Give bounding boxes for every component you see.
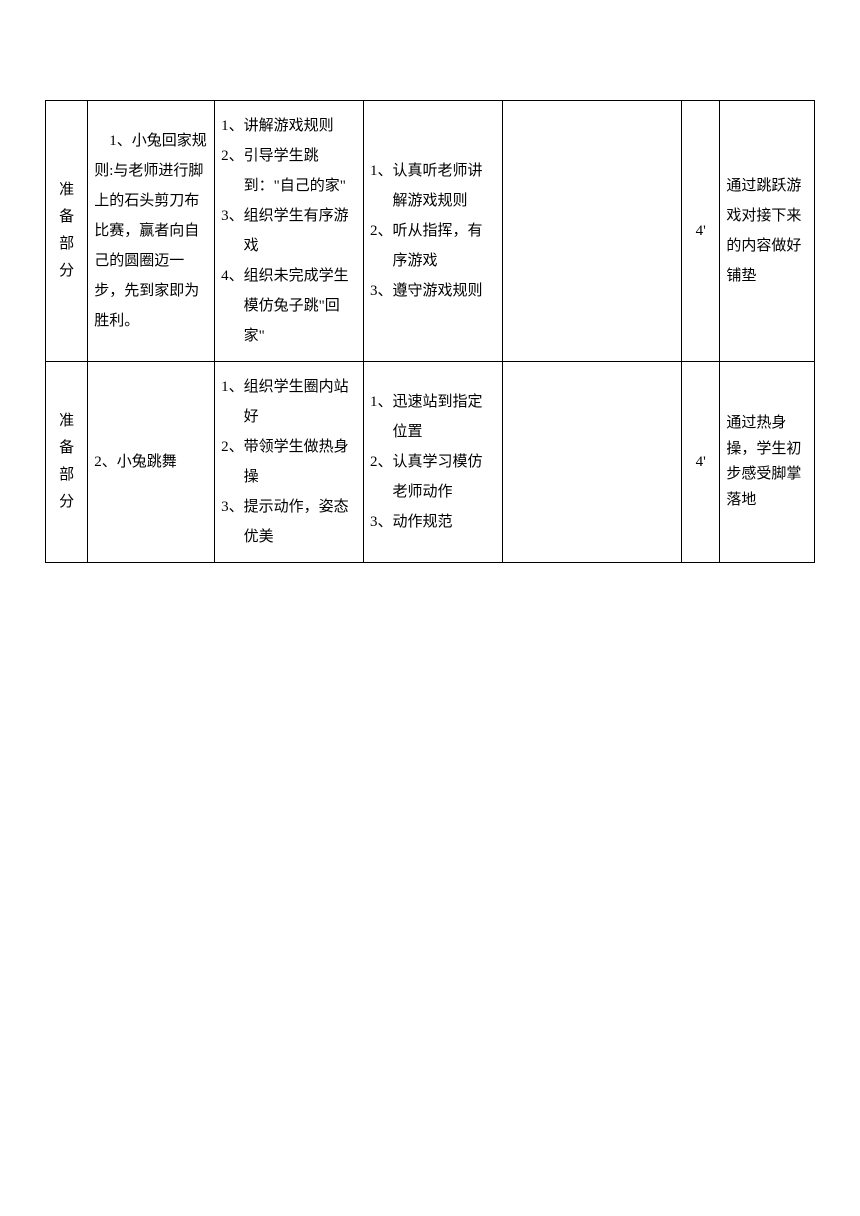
list-text: 认真听老师讲解游戏规则	[393, 156, 496, 216]
list-num: 1、	[370, 156, 393, 186]
list-item: 1、 讲解游戏规则	[221, 111, 357, 141]
list-text: 讲解游戏规则	[244, 111, 357, 141]
list-item: 4、 组织未完成学生模仿兔子跳"回家"	[221, 261, 357, 351]
list-item: 1、 迅速站到指定位置	[370, 387, 496, 447]
section-label: 准备部分	[52, 177, 81, 285]
list-item: 2、 带领学生做热身操	[221, 432, 357, 492]
list-text: 听从指挥，有序游戏	[393, 216, 496, 276]
list-num: 3、	[370, 276, 393, 306]
blank-cell	[502, 101, 681, 362]
blank-cell	[502, 362, 681, 563]
list-item: 3、 组织学生有序游戏	[221, 201, 357, 261]
list-num: 3、	[221, 492, 244, 522]
list-text: 组织学生圈内站好	[244, 372, 357, 432]
note-cell: 通过跳跃游戏对接下来的内容做好铺垫	[720, 101, 815, 362]
list-num: 3、	[370, 507, 393, 537]
note-text: 通过跳跃游戏对接下来的内容做好铺垫	[726, 171, 808, 291]
list-num: 2、	[221, 141, 244, 171]
list-num: 4、	[221, 261, 244, 291]
teacher-cell: 1、 组织学生圈内站好 2、 带领学生做热身操 3、 提示动作，姿态优美	[215, 362, 364, 563]
time-cell: 4'	[682, 101, 720, 362]
content-text: 2、小兔跳舞	[94, 447, 208, 477]
table-row: 准备部分 1、小兔回家规则:与老师进行脚上的石头剪刀布比赛，赢者向自己的圆圈迈一…	[46, 101, 815, 362]
list-text: 组织未完成学生模仿兔子跳"回家"	[244, 261, 357, 351]
note-text: 通过热身操，学生初步感受脚掌落地	[726, 411, 808, 513]
list-item: 1、 认真听老师讲解游戏规则	[370, 156, 496, 216]
list-item: 2、 引导学生跳到："自己的家"	[221, 141, 357, 201]
list-text: 遵守游戏规则	[393, 276, 496, 306]
content-cell: 2、小兔跳舞	[88, 362, 215, 563]
list-num: 2、	[221, 432, 244, 462]
list-item: 2、 听从指挥，有序游戏	[370, 216, 496, 276]
list-text: 提示动作，姿态优美	[244, 492, 357, 552]
section-cell: 准备部分	[46, 362, 88, 563]
list-text: 组织学生有序游戏	[244, 201, 357, 261]
list-text: 带领学生做热身操	[244, 432, 357, 492]
list-num: 3、	[221, 201, 244, 231]
note-cell: 通过热身操，学生初步感受脚掌落地	[720, 362, 815, 563]
table-row: 准备部分 2、小兔跳舞 1、 组织学生圈内站好 2、 带领学生做热身操 3、 提…	[46, 362, 815, 563]
lesson-plan-table: 准备部分 1、小兔回家规则:与老师进行脚上的石头剪刀布比赛，赢者向自己的圆圈迈一…	[45, 100, 815, 563]
teacher-cell: 1、 讲解游戏规则 2、 引导学生跳到："自己的家" 3、 组织学生有序游戏 4…	[215, 101, 364, 362]
list-num: 1、	[221, 372, 244, 402]
section-cell: 准备部分	[46, 101, 88, 362]
list-item: 2、 认真学习模仿老师动作	[370, 447, 496, 507]
student-cell: 1、 迅速站到指定位置 2、 认真学习模仿老师动作 3、 动作规范	[364, 362, 503, 563]
list-text: 引导学生跳到："自己的家"	[244, 141, 357, 201]
content-text: 1、小兔回家规则:与老师进行脚上的石头剪刀布比赛，赢者向自己的圆圈迈一步，先到家…	[94, 126, 208, 336]
list-num: 1、	[221, 111, 244, 141]
section-label: 准备部分	[52, 408, 81, 516]
list-text: 动作规范	[393, 507, 496, 537]
student-cell: 1、 认真听老师讲解游戏规则 2、 听从指挥，有序游戏 3、 遵守游戏规则	[364, 101, 503, 362]
list-num: 2、	[370, 216, 393, 246]
list-item: 3、 提示动作，姿态优美	[221, 492, 357, 552]
list-item: 3、 动作规范	[370, 507, 496, 537]
list-item: 3、 遵守游戏规则	[370, 276, 496, 306]
time-cell: 4'	[682, 362, 720, 563]
time-text: 4'	[688, 447, 713, 477]
list-text: 认真学习模仿老师动作	[393, 447, 496, 507]
content-cell: 1、小兔回家规则:与老师进行脚上的石头剪刀布比赛，赢者向自己的圆圈迈一步，先到家…	[88, 101, 215, 362]
list-num: 1、	[370, 387, 393, 417]
list-num: 2、	[370, 447, 393, 477]
time-text: 4'	[688, 216, 713, 246]
list-item: 1、 组织学生圈内站好	[221, 372, 357, 432]
list-text: 迅速站到指定位置	[393, 387, 496, 447]
